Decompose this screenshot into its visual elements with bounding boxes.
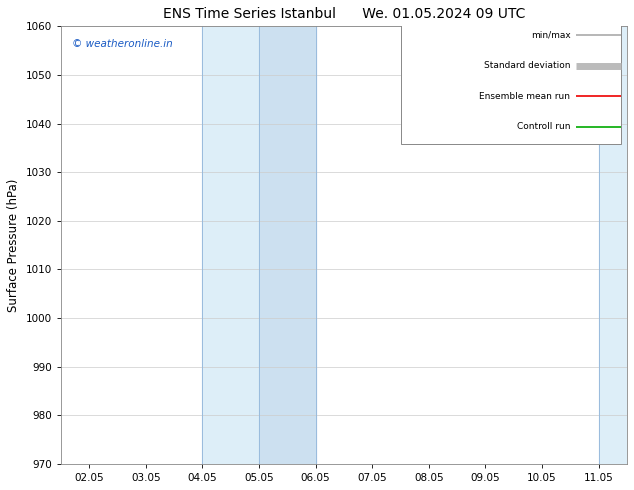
Text: Ensemble mean run: Ensemble mean run — [479, 92, 571, 101]
Bar — [202, 26, 259, 464]
Text: min/max: min/max — [531, 30, 571, 40]
FancyBboxPatch shape — [401, 18, 621, 145]
Bar — [598, 26, 633, 464]
Y-axis label: Surface Pressure (hPa): Surface Pressure (hPa) — [7, 178, 20, 312]
Title: ENS Time Series Istanbul      We. 01.05.2024 09 UTC: ENS Time Series Istanbul We. 01.05.2024 … — [163, 7, 525, 21]
Text: Standard deviation: Standard deviation — [484, 61, 571, 70]
Text: Controll run: Controll run — [517, 122, 571, 131]
Bar — [259, 26, 316, 464]
Text: © weatheronline.in: © weatheronline.in — [72, 39, 173, 49]
